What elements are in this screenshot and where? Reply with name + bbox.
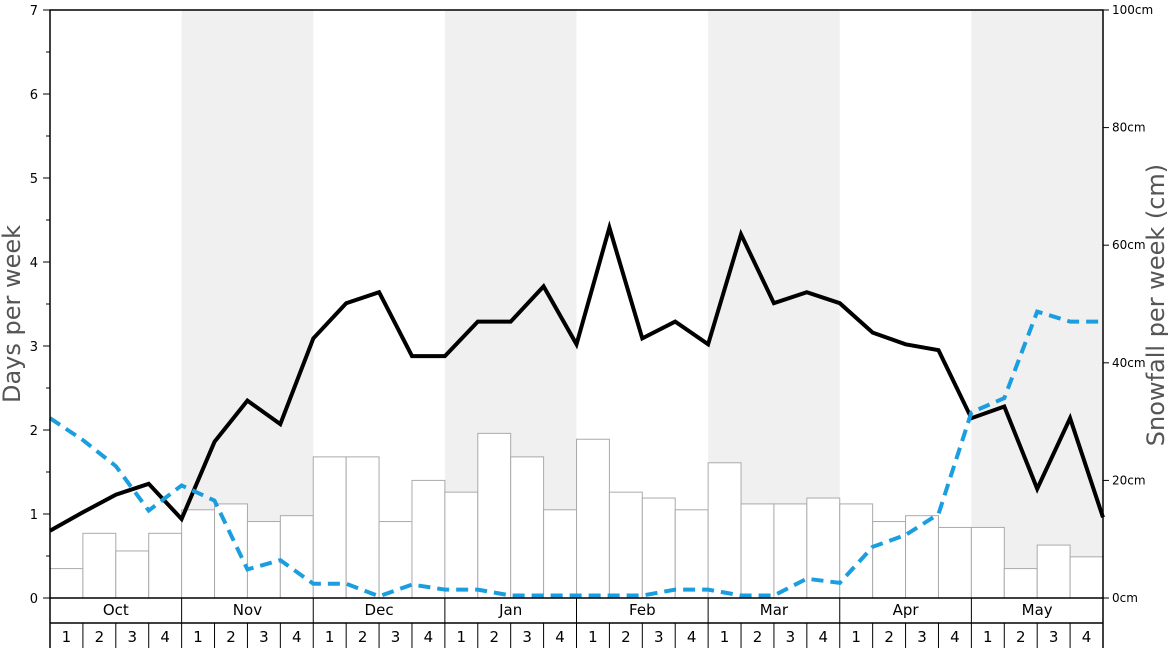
left-tick-label: 4 — [30, 256, 38, 271]
right-tick-label: 0cm — [1112, 591, 1138, 605]
week-label: 2 — [489, 628, 499, 646]
week-label: 2 — [226, 628, 236, 646]
right-tick-label: 80cm — [1112, 121, 1146, 135]
snowfall-bar — [246, 521, 281, 599]
month-label: Feb — [629, 601, 656, 619]
snowfall-bar — [905, 515, 939, 599]
left-tick-label: 1 — [30, 508, 38, 523]
snowfall-bar — [1003, 568, 1038, 599]
left-axis-title: Days per week — [0, 225, 26, 403]
month-shade-band — [181, 10, 314, 598]
snowfall-bar — [970, 526, 1005, 599]
week-label: 4 — [1082, 628, 1092, 646]
snowfall-bar — [148, 532, 183, 599]
week-label: 2 — [753, 628, 763, 646]
week-label: 2 — [1016, 628, 1026, 646]
snowfall-bar — [312, 456, 347, 599]
right-tick-label: 100cm — [1112, 3, 1153, 17]
snow-days-dashed-line — [48, 309, 1103, 599]
week-label: 1 — [720, 628, 730, 646]
snowfall-bar — [115, 550, 150, 599]
week-label: 3 — [1049, 628, 1059, 646]
left-tick-label: 6 — [30, 88, 38, 103]
week-label: 3 — [654, 628, 664, 646]
month-label: Oct — [103, 601, 129, 619]
week-label: 3 — [917, 628, 927, 646]
left-axis: 0 1 2 3 4 5 6 7 — [30, 4, 50, 607]
snowfall-bar — [674, 509, 709, 599]
week-label: 4 — [555, 628, 565, 646]
month-label: Jan — [498, 601, 522, 619]
snowfall-bar — [740, 503, 775, 599]
snowfall-bar — [477, 432, 512, 599]
week-label: 4 — [819, 628, 829, 646]
snowfall-bar — [49, 568, 84, 599]
left-tick-label: 7 — [30, 4, 38, 19]
week-label: 1 — [457, 628, 467, 646]
right-axis-title: Snowfall per week (cm) — [1142, 164, 1168, 446]
right-axis: 0cm 20cm 40cm 60cm 80cm 100cm — [1103, 3, 1153, 605]
week-label: 1 — [62, 628, 72, 646]
week-label: 3 — [786, 628, 796, 646]
week-label: 3 — [127, 628, 137, 646]
snowfall-bar — [444, 491, 479, 599]
snowfall-bar — [510, 456, 545, 599]
snowfall-bar — [608, 491, 643, 599]
right-tick-label: 20cm — [1112, 473, 1146, 487]
snowfall-bar — [214, 503, 248, 599]
month-label: Apr — [893, 601, 920, 619]
snowfall-bar — [279, 515, 314, 599]
snowfall-bar — [576, 438, 610, 599]
left-tick-label: 3 — [30, 340, 38, 355]
snowfall-bar — [839, 503, 874, 599]
snowfall-bar — [707, 462, 742, 599]
snowfall-bar — [641, 497, 676, 599]
snowfall-bar — [872, 521, 907, 599]
week-label: 4 — [950, 628, 960, 646]
week-label: 1 — [983, 628, 993, 646]
left-tick-label: 5 — [30, 172, 38, 187]
week-label: 3 — [391, 628, 401, 646]
snowfall-bar — [411, 479, 446, 599]
x-axis: Oct 1 2 3 4 Nov 1 2 3 4 Dec 1 2 3 4 Jan 1 2 3 4 Feb 1 2 3 4 Mar 1 2… — [49, 598, 1104, 648]
right-tick-label: 60cm — [1112, 238, 1146, 252]
month-label: Dec — [365, 601, 394, 619]
left-tick-label: 2 — [30, 424, 38, 439]
week-label: 1 — [193, 628, 203, 646]
snowfall-bar — [181, 509, 216, 599]
week-label: 3 — [259, 628, 269, 646]
snowfall-bar — [1069, 556, 1104, 599]
month-shade-band — [971, 10, 1103, 598]
week-label: 4 — [424, 628, 434, 646]
week-label: 2 — [621, 628, 631, 646]
month-label: Nov — [233, 601, 262, 619]
month-label: May — [1022, 601, 1053, 619]
snowfall-bar — [937, 526, 972, 599]
snowfall-bars — [49, 432, 1104, 599]
left-tick-label: 0 — [30, 592, 38, 607]
snowfall-bar — [1036, 544, 1071, 599]
snowfall-bar — [82, 532, 117, 599]
snowfall-bar — [543, 509, 577, 599]
week-label: 4 — [292, 628, 302, 646]
days-per-week-line — [49, 220, 1105, 533]
week-label: 1 — [851, 628, 861, 646]
week-label: 1 — [325, 628, 335, 646]
week-label: 2 — [95, 628, 105, 646]
week-label: 2 — [884, 628, 894, 646]
solid-series-line — [49, 220, 1105, 533]
week-label: 4 — [160, 628, 170, 646]
week-label: 3 — [522, 628, 532, 646]
week-label: 1 — [588, 628, 598, 646]
right-tick-label: 40cm — [1112, 356, 1146, 370]
month-label: Mar — [760, 601, 789, 619]
snowfall-bar — [773, 503, 808, 599]
dashed-series-line — [48, 309, 1103, 599]
week-label: 4 — [687, 628, 697, 646]
week-label: 2 — [358, 628, 368, 646]
snowfall-bar — [345, 456, 380, 599]
